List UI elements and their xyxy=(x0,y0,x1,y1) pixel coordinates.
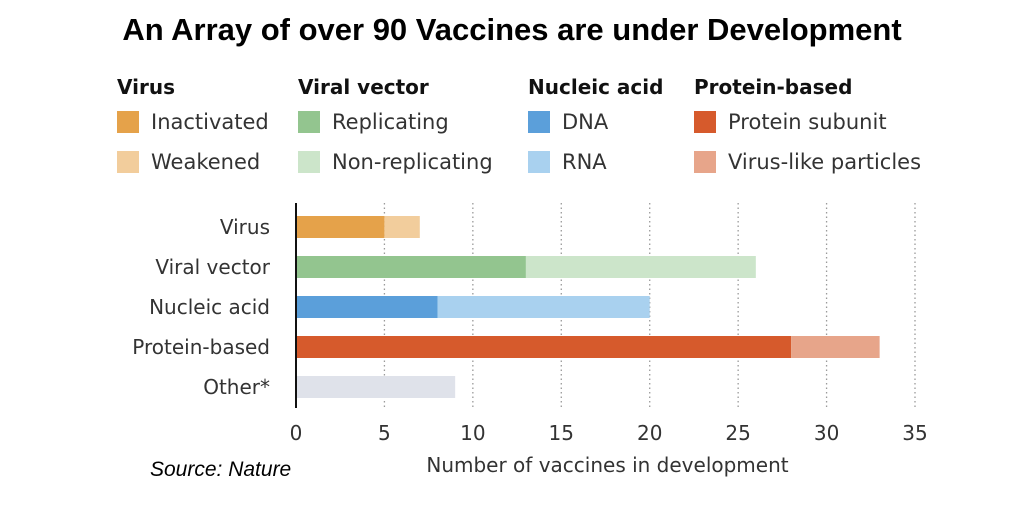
chart-title: An Array of over 90 Vaccines are under D… xyxy=(122,12,902,47)
x-tick-label: 30 xyxy=(814,421,839,445)
legend-swatch xyxy=(528,111,550,133)
category-label: Nucleic acid xyxy=(149,295,270,319)
x-tick-label: 0 xyxy=(290,421,303,445)
legend-header: Viral vector xyxy=(298,75,429,99)
legend-item-protein-subunit: Protein subunit xyxy=(694,102,921,142)
category-label: Other* xyxy=(203,375,270,399)
bar-segment-weakened xyxy=(384,216,420,238)
legend-swatch xyxy=(694,151,716,173)
legend-item-weakened: Weakened xyxy=(117,142,269,182)
legend-group-virus: Virus Inactivated Weakened xyxy=(117,74,269,182)
legend-group-nucleic-acid: Nucleic acid DNA RNA xyxy=(528,74,663,182)
bar-segment-other xyxy=(296,376,456,398)
x-tick-label: 25 xyxy=(725,421,750,445)
bar-segment-non-replicating xyxy=(525,256,756,278)
x-tick-label: 20 xyxy=(637,421,662,445)
legend-label: Virus-like particles xyxy=(728,150,922,174)
legend-group-protein-based: Protein-based Protein subunit Virus-like p… xyxy=(694,74,921,182)
legend-swatch xyxy=(117,111,139,133)
x-tick-label: 10 xyxy=(460,421,485,445)
legend-swatch xyxy=(528,151,550,173)
legend-group-viral-vector: Viral vector Replicating Non-replicating xyxy=(298,74,493,182)
category-label: Virus xyxy=(220,215,270,239)
category-label: Viral vector xyxy=(155,255,270,279)
x-axis-title: Number of vaccines in development xyxy=(426,453,788,477)
bar-segment-dna xyxy=(296,296,438,318)
legend-label: Protein subunit xyxy=(728,110,887,134)
bar-segment-rna xyxy=(437,296,650,318)
legend-label: DNA xyxy=(562,110,609,134)
legend-label: Replicating xyxy=(332,110,449,134)
bar-segment-replicating xyxy=(296,256,526,278)
legend-item-non-replicating: Non-replicating xyxy=(298,142,493,182)
legend-item-dna: DNA xyxy=(528,102,663,142)
legend-label: RNA xyxy=(562,150,607,174)
bar-segment-inactivated xyxy=(296,216,385,238)
legend-item-replicating: Replicating xyxy=(298,102,493,142)
legend-item-inactivated: Inactivated xyxy=(117,102,269,142)
legend-swatch xyxy=(694,111,716,133)
x-tick-label: 35 xyxy=(902,421,927,445)
legend-header: Nucleic acid xyxy=(528,75,664,99)
legend-swatch xyxy=(298,111,320,133)
legend-header: Virus xyxy=(117,75,175,99)
x-tick-label: 15 xyxy=(549,421,574,445)
legend-swatch xyxy=(117,151,139,173)
category-label: Protein-based xyxy=(132,335,270,359)
legend-swatch xyxy=(298,151,320,173)
legend-item-rna: RNA xyxy=(528,142,663,182)
legend-item-virus-like-particles: Virus-like particles xyxy=(694,142,921,182)
bar-segment-virus-like-particles xyxy=(791,336,880,358)
legend-label: Weakened xyxy=(151,150,261,174)
legend-label: Non-replicating xyxy=(332,150,493,174)
legend-header: Protein-based xyxy=(694,75,853,99)
x-tick-label: 5 xyxy=(378,421,391,445)
source-note: Source: Nature xyxy=(150,458,292,481)
legend-label: Inactivated xyxy=(151,110,269,134)
bar-segment-protein-subunit xyxy=(296,336,792,358)
